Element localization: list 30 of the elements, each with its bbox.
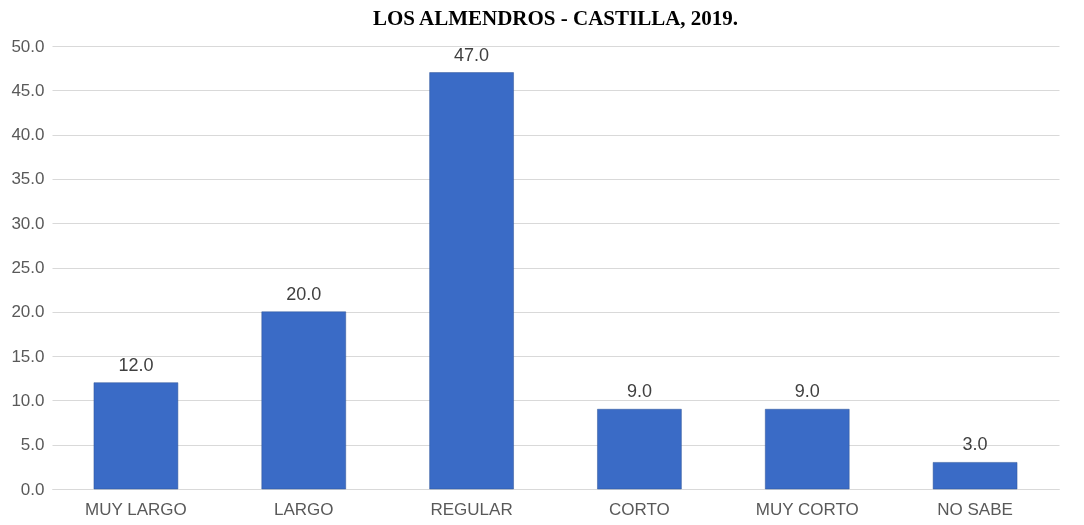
- data-label: 9.0: [794, 381, 820, 402]
- bar: [597, 409, 682, 490]
- x-tick-label: MUY CORTO: [755, 499, 859, 519]
- data-label: 12.0: [118, 354, 154, 375]
- chart-title: LOS ALMENDROS - CASTILLA, 2019.: [372, 6, 739, 30]
- bar: [261, 311, 346, 490]
- x-tick-label: REGULAR: [430, 499, 513, 519]
- y-tick-label: 25.0: [11, 258, 45, 277]
- x-tick-label: CORTO: [609, 499, 670, 519]
- y-tick-label: 50.0: [11, 36, 45, 56]
- data-label: 3.0: [962, 434, 988, 455]
- x-tick-label: MUY LARGO: [85, 499, 187, 519]
- bar: [765, 409, 850, 490]
- bar: [93, 382, 179, 490]
- bar: [932, 462, 1018, 490]
- data-label: 9.0: [626, 381, 652, 402]
- data-label: 20.0: [286, 283, 322, 304]
- y-tick-label: 0.0: [20, 479, 45, 499]
- y-tick-label: 45.0: [11, 80, 45, 100]
- y-tick-label: 15.0: [11, 346, 45, 366]
- y-tick-label: 5.0: [20, 435, 45, 455]
- data-label: 47.0: [454, 44, 490, 65]
- x-tick-label: LARGO: [273, 499, 334, 519]
- y-tick-label: 30.0: [11, 213, 45, 233]
- y-tick-label: 40.0: [11, 125, 45, 145]
- y-tick-label: 35.0: [11, 169, 45, 189]
- bar: [429, 72, 514, 490]
- y-tick-label: 20.0: [11, 302, 45, 322]
- x-tick-label: NO SABE: [937, 499, 1013, 519]
- y-tick-label: 10.0: [11, 390, 45, 410]
